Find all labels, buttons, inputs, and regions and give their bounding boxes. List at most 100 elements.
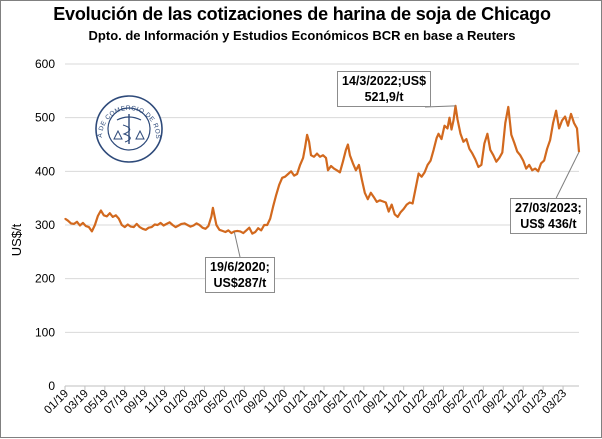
y-tick-label: 400 — [35, 164, 55, 178]
data-point — [319, 156, 321, 158]
data-point — [471, 153, 473, 155]
data-point — [248, 227, 250, 229]
data-point — [94, 224, 96, 226]
data-point — [364, 192, 366, 194]
data-point — [525, 168, 527, 170]
data-point — [540, 162, 542, 164]
data-point — [519, 154, 521, 156]
data-point — [549, 139, 551, 141]
data-point — [513, 142, 515, 144]
data-point — [450, 128, 453, 131]
data-point — [427, 164, 429, 166]
data-point — [516, 150, 518, 153]
data-point — [486, 133, 488, 135]
data-point — [452, 119, 455, 121]
data-point — [355, 169, 357, 171]
data-point — [218, 229, 220, 231]
data-point — [430, 160, 432, 162]
data-point — [175, 226, 177, 228]
data-point — [379, 199, 381, 201]
data-point — [186, 224, 189, 226]
annotation-peak-line1: 14/3/2022;US$ — [342, 74, 427, 88]
y-tick-label: 0 — [48, 379, 55, 393]
data-point — [178, 224, 180, 227]
data-point — [302, 157, 304, 159]
data-point — [546, 148, 548, 150]
data-point — [284, 176, 286, 178]
data-point — [382, 200, 384, 202]
data-point — [281, 177, 283, 179]
data-point — [224, 231, 226, 233]
data-point — [313, 156, 315, 158]
data-point — [522, 160, 524, 162]
data-point — [213, 214, 215, 216]
data-point — [73, 223, 75, 225]
chart-title: Evolución de las cotizaciones de harina … — [53, 4, 551, 24]
data-point — [573, 122, 575, 124]
data-point — [201, 227, 204, 229]
data-point — [336, 169, 338, 171]
seal-inner-ring — [107, 107, 151, 151]
data-point — [443, 125, 446, 127]
data-point — [347, 143, 349, 146]
y-tick-label: 500 — [35, 111, 55, 125]
data-point — [233, 230, 235, 232]
data-point — [409, 201, 411, 204]
data-point — [456, 118, 459, 120]
data-point — [79, 224, 81, 227]
data-point — [555, 110, 557, 112]
emblem-wings — [116, 116, 142, 121]
data-point — [507, 106, 509, 108]
data-point — [474, 158, 476, 161]
data-point — [468, 148, 470, 150]
data-point — [166, 223, 168, 225]
data-point — [70, 222, 72, 224]
data-point — [269, 218, 271, 220]
data-point — [436, 137, 438, 139]
data-point — [239, 230, 241, 232]
data-point — [76, 221, 78, 223]
data-point — [510, 134, 512, 136]
data-point — [412, 202, 414, 205]
data-point — [275, 194, 277, 196]
data-point — [308, 141, 310, 143]
data-point — [293, 175, 295, 177]
data-point — [124, 226, 126, 228]
data-point — [136, 223, 138, 225]
annotation-low-line2: US$287/t — [213, 276, 267, 290]
data-point — [227, 229, 229, 231]
data-point — [133, 226, 135, 228]
data-point — [367, 198, 369, 200]
chart-subtitle: Dpto. de Información y Estudios Económic… — [88, 28, 516, 43]
data-point — [127, 223, 129, 226]
data-point — [299, 164, 301, 166]
data-point — [433, 149, 435, 151]
data-point — [192, 224, 195, 227]
data-point — [151, 226, 153, 228]
data-point — [564, 116, 566, 118]
data-point — [558, 127, 560, 129]
data-point — [465, 138, 467, 140]
data-point — [330, 165, 332, 167]
data-point — [67, 220, 69, 222]
data-point — [424, 171, 426, 173]
data-point — [316, 153, 318, 155]
annotation-leaders — [233, 105, 580, 258]
data-point — [373, 196, 375, 198]
data-point — [448, 117, 451, 119]
data-point — [537, 170, 539, 172]
data-point — [130, 226, 132, 228]
y-axis-ticks: 0 100 200 300 400 500 600 — [35, 57, 55, 393]
data-point — [257, 227, 259, 229]
data-point — [342, 161, 344, 163]
data-point — [489, 149, 491, 151]
data-point — [172, 224, 174, 226]
annotation-low-line1: 19/6/2020; — [210, 260, 270, 274]
emblem-scales — [113, 129, 145, 140]
data-point — [352, 162, 354, 164]
data-point — [310, 154, 312, 156]
data-point — [157, 224, 159, 226]
data-point — [306, 134, 308, 136]
data-point — [100, 209, 102, 212]
